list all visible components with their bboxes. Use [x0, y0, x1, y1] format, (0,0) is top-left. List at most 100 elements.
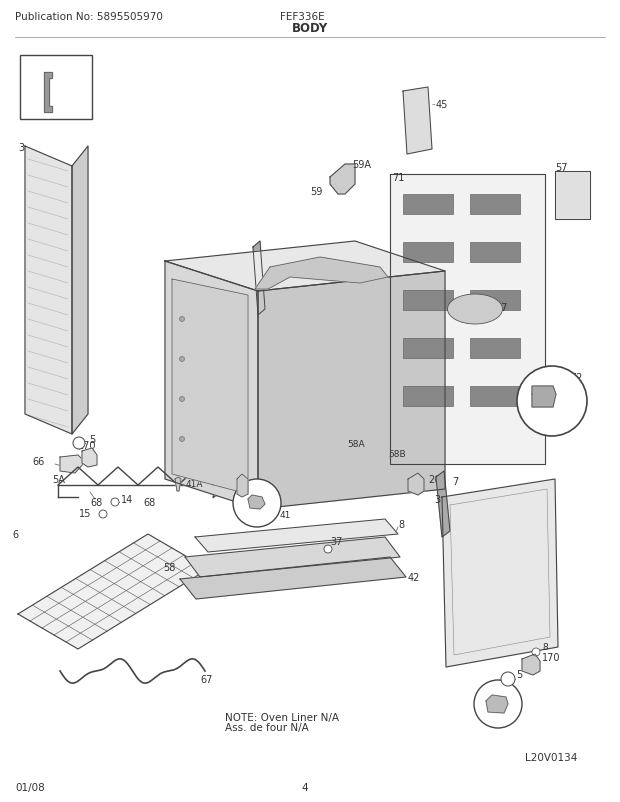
Text: 5: 5	[89, 435, 95, 444]
Polygon shape	[522, 654, 540, 675]
Polygon shape	[436, 472, 450, 537]
Text: 7: 7	[452, 476, 458, 486]
Text: 8: 8	[398, 520, 404, 529]
Polygon shape	[532, 387, 556, 407]
Text: BODY: BODY	[292, 22, 328, 35]
Text: 1: 1	[543, 384, 549, 395]
Text: 37: 37	[330, 537, 342, 546]
Text: 170: 170	[78, 440, 97, 451]
Polygon shape	[172, 280, 248, 494]
Text: 4: 4	[302, 782, 308, 792]
Text: L20V0134: L20V0134	[525, 752, 577, 762]
Polygon shape	[237, 475, 248, 497]
Text: 58B: 58B	[388, 450, 405, 459]
Text: 8: 8	[542, 642, 547, 652]
Circle shape	[324, 545, 332, 553]
Text: 68: 68	[143, 497, 155, 508]
Circle shape	[474, 680, 522, 728]
Text: 3: 3	[18, 143, 24, 153]
Text: 01/08: 01/08	[15, 782, 45, 792]
Polygon shape	[165, 241, 445, 292]
Polygon shape	[185, 537, 400, 577]
Text: 87: 87	[495, 302, 507, 313]
Text: FEF336E: FEF336E	[280, 12, 325, 22]
Circle shape	[180, 397, 185, 402]
Text: 42: 42	[408, 573, 420, 582]
Text: 62: 62	[570, 373, 582, 383]
Polygon shape	[408, 473, 424, 496]
Text: eReplacementParts.com: eReplacementParts.com	[238, 423, 382, 436]
Text: 68: 68	[90, 497, 102, 508]
Polygon shape	[175, 477, 181, 492]
Circle shape	[233, 480, 281, 528]
Text: 45: 45	[436, 100, 448, 110]
Bar	[470, 290, 520, 310]
Polygon shape	[390, 175, 545, 464]
Circle shape	[517, 367, 587, 436]
Bar	[403, 195, 453, 215]
Text: 15: 15	[79, 508, 91, 518]
Text: 14: 14	[121, 494, 133, 504]
Text: 21: 21	[72, 58, 86, 68]
Polygon shape	[555, 172, 590, 220]
Circle shape	[180, 357, 185, 362]
Text: 67: 67	[200, 674, 213, 684]
Circle shape	[501, 672, 515, 687]
Bar	[403, 338, 453, 358]
Text: Ass. de four N/A: Ass. de four N/A	[225, 722, 309, 732]
Circle shape	[180, 437, 185, 442]
Text: Publication No: 5895505970: Publication No: 5895505970	[15, 12, 163, 22]
Polygon shape	[255, 257, 388, 290]
Text: 41: 41	[280, 510, 291, 519]
Polygon shape	[165, 261, 258, 509]
Circle shape	[73, 437, 85, 449]
Polygon shape	[44, 73, 52, 113]
Bar	[470, 195, 520, 215]
Text: 8: 8	[537, 407, 543, 416]
Polygon shape	[82, 448, 97, 468]
Bar	[20, 56, 92, 119]
Circle shape	[111, 498, 119, 506]
Polygon shape	[18, 534, 208, 649]
Polygon shape	[180, 557, 406, 599]
Text: 5A: 5A	[484, 701, 496, 710]
Bar	[470, 243, 520, 263]
Text: 59A: 59A	[352, 160, 371, 170]
Text: 29: 29	[265, 502, 277, 511]
Text: 5A: 5A	[52, 475, 65, 484]
Text: 60: 60	[172, 463, 184, 472]
Circle shape	[180, 317, 185, 322]
Text: 58A: 58A	[347, 440, 365, 449]
Bar	[470, 338, 520, 358]
Text: 3: 3	[434, 494, 440, 504]
Polygon shape	[60, 456, 85, 473]
Text: 41A: 41A	[186, 480, 203, 489]
Text: 26: 26	[428, 475, 440, 484]
Circle shape	[532, 648, 540, 656]
Ellipse shape	[448, 294, 502, 325]
Text: 59: 59	[311, 187, 323, 196]
Text: 170: 170	[542, 652, 560, 662]
Polygon shape	[403, 88, 432, 155]
Text: 7A: 7A	[268, 249, 281, 260]
Text: 58: 58	[164, 562, 176, 573]
Text: 66: 66	[33, 456, 45, 467]
Polygon shape	[248, 496, 265, 509]
Text: 63: 63	[558, 412, 570, 423]
Text: NOTE: Oven Liner N/A: NOTE: Oven Liner N/A	[225, 712, 339, 722]
Polygon shape	[442, 480, 558, 667]
Polygon shape	[258, 272, 445, 509]
Polygon shape	[25, 147, 72, 435]
Text: 57: 57	[555, 163, 567, 172]
Polygon shape	[330, 164, 355, 195]
Polygon shape	[72, 147, 88, 435]
Polygon shape	[486, 695, 508, 713]
Text: 6: 6	[12, 529, 18, 539]
Bar	[470, 387, 520, 407]
Bar	[403, 290, 453, 310]
Bar	[403, 243, 453, 263]
Polygon shape	[253, 241, 265, 316]
Text: 5: 5	[516, 669, 522, 679]
Polygon shape	[195, 520, 398, 553]
Circle shape	[99, 510, 107, 518]
